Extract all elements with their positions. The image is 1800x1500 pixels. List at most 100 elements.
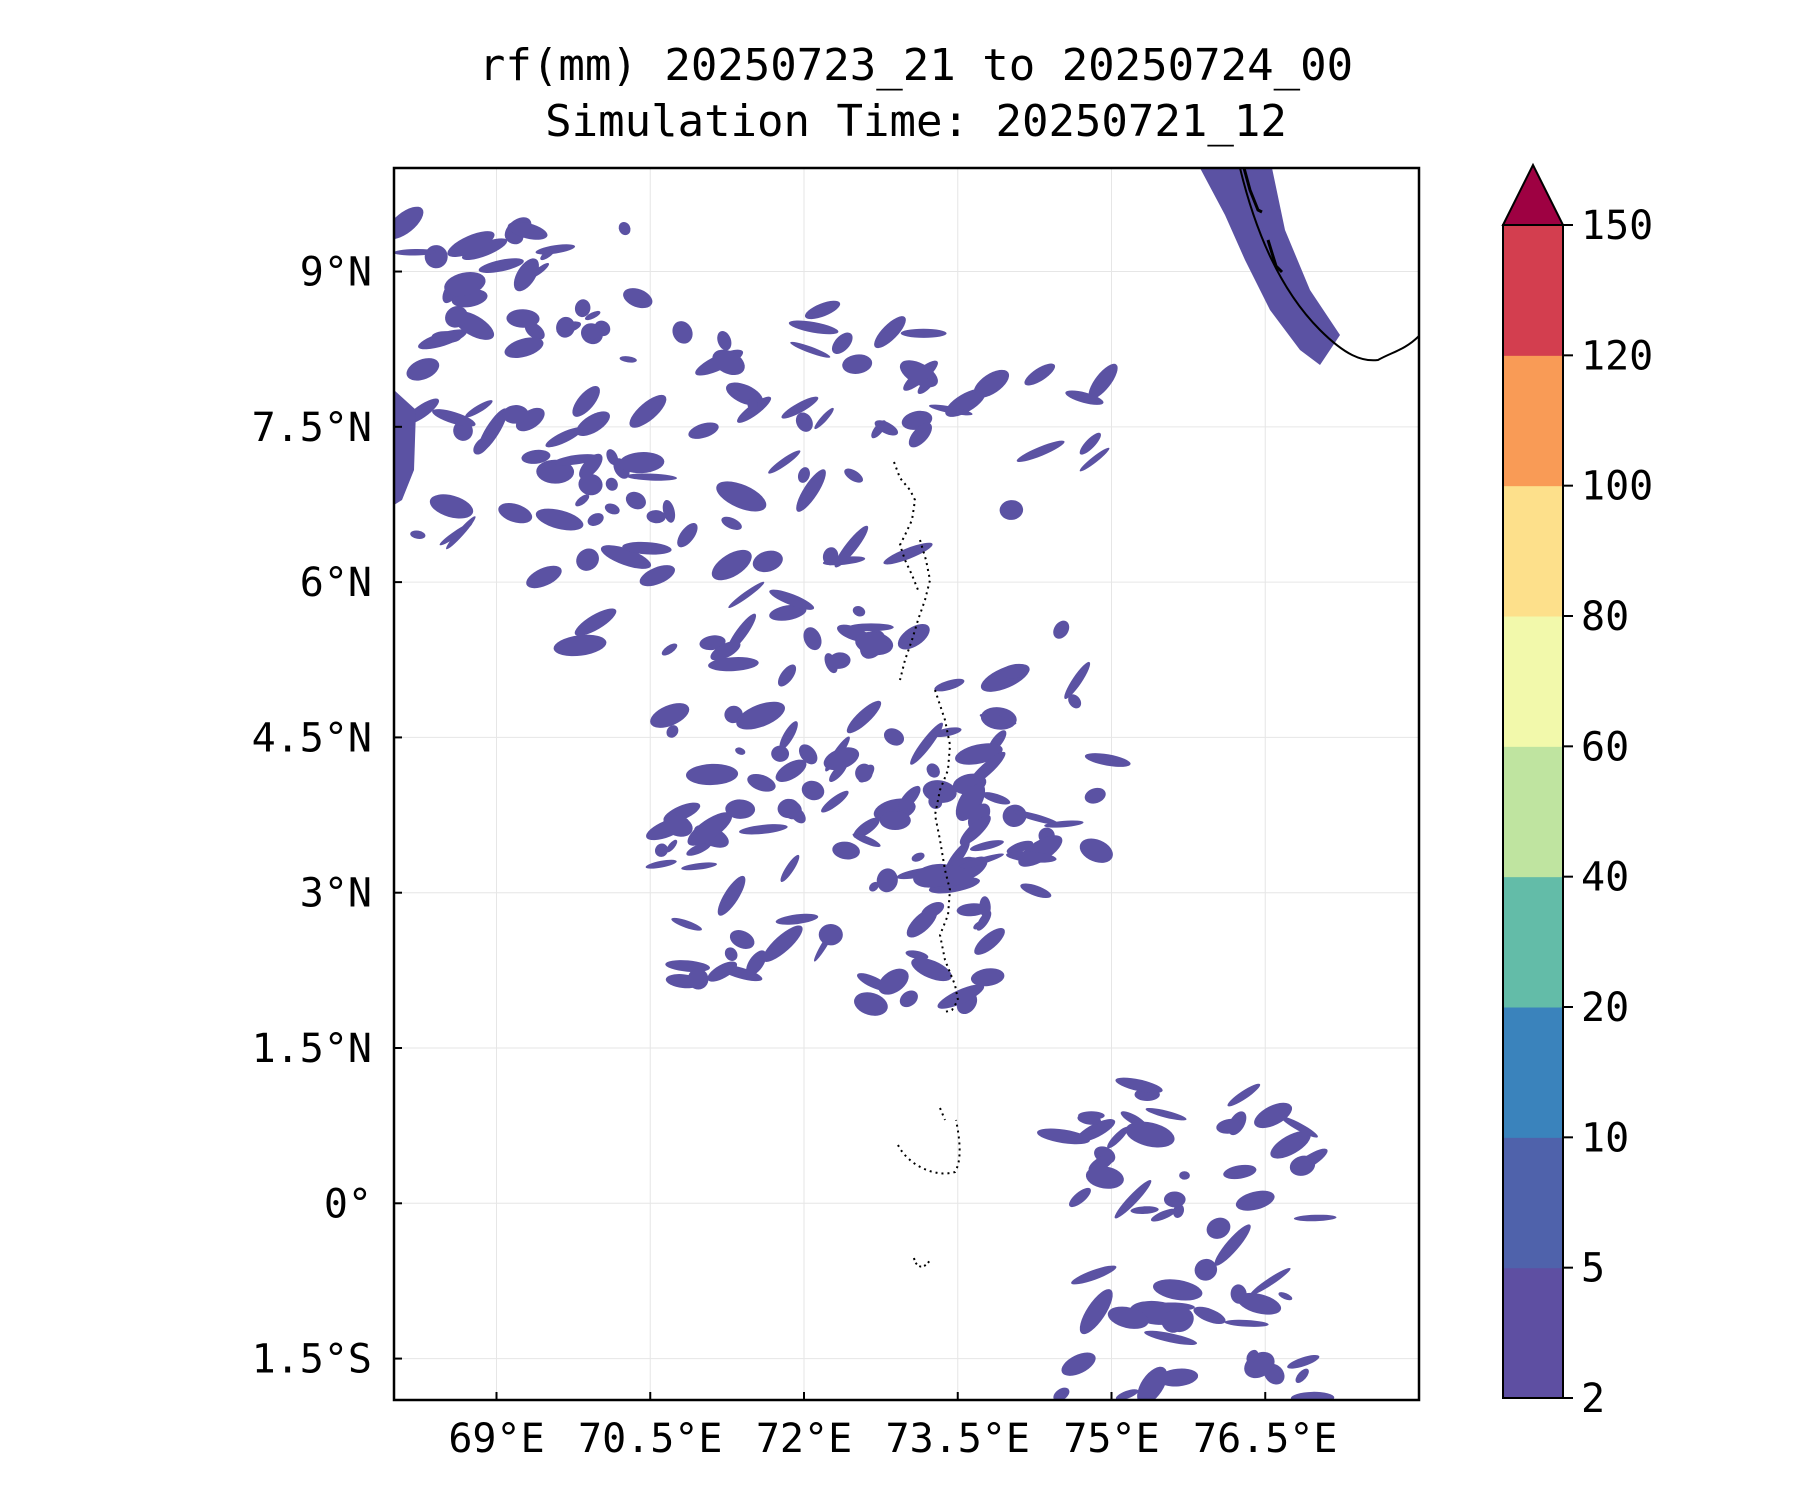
colorbar-bin bbox=[1503, 485, 1563, 617]
rain-patch bbox=[796, 469, 826, 512]
rain-patch bbox=[699, 635, 726, 651]
colorbar-frame bbox=[1502, 224, 1564, 1399]
rain-patch bbox=[725, 799, 756, 819]
rain-patch bbox=[913, 863, 957, 888]
rain-patch bbox=[903, 360, 938, 391]
rain-patch bbox=[926, 763, 940, 778]
rain-patch bbox=[829, 761, 848, 783]
rain-patch bbox=[818, 924, 843, 946]
rain-patch bbox=[724, 947, 738, 961]
lon-tick-label: 72°E bbox=[756, 1416, 852, 1462]
rain-patch bbox=[1153, 1279, 1203, 1301]
rain-patch bbox=[922, 780, 957, 803]
rain-patch bbox=[473, 436, 490, 455]
rain-patch bbox=[666, 839, 678, 853]
rain-patch bbox=[672, 321, 693, 344]
rain-patch bbox=[852, 833, 881, 848]
rain-patch bbox=[710, 640, 741, 661]
lat-tick-label: 0° bbox=[324, 1181, 372, 1227]
rain-patch bbox=[858, 764, 875, 783]
rain-patch bbox=[1085, 1166, 1124, 1189]
rain-patch bbox=[1107, 1306, 1149, 1329]
rain-patch bbox=[803, 627, 822, 651]
rain-patch bbox=[584, 310, 601, 321]
rain-patch bbox=[619, 452, 665, 474]
lon-tick-label: 76.5°E bbox=[1193, 1416, 1338, 1462]
colorbar-label: 100 bbox=[1581, 464, 1653, 510]
map-title: rf(mm) 20250723_21 to 20250724_00 Simula… bbox=[396, 38, 1436, 150]
rain-patch bbox=[604, 503, 620, 515]
rain-patch bbox=[769, 604, 807, 621]
rain-patch bbox=[536, 459, 575, 484]
rain-patch bbox=[507, 221, 548, 240]
rain-patch bbox=[406, 358, 440, 381]
rain-patch bbox=[707, 961, 738, 982]
rain-patch bbox=[1064, 661, 1091, 700]
rain-patch bbox=[432, 409, 476, 427]
rain-patch bbox=[1137, 1366, 1168, 1400]
rain-patch bbox=[1006, 840, 1034, 854]
rain-patch bbox=[967, 751, 1006, 787]
rain-patch bbox=[775, 913, 819, 925]
rain-patch bbox=[729, 930, 755, 949]
rain-patch bbox=[795, 412, 813, 432]
rain-patch bbox=[515, 407, 545, 432]
rain-patch bbox=[1120, 1111, 1147, 1128]
rain-patch bbox=[1150, 1208, 1177, 1222]
rain-patch bbox=[917, 376, 935, 395]
rain-patch bbox=[502, 405, 529, 424]
rain-patch bbox=[876, 868, 898, 893]
rain-patch bbox=[578, 473, 603, 496]
rain-patch bbox=[979, 713, 1017, 725]
colorbar-bin bbox=[1503, 746, 1563, 878]
rain-patch bbox=[429, 494, 474, 519]
rain-patch bbox=[980, 663, 1030, 692]
colorbar-label: 40 bbox=[1581, 855, 1629, 901]
rain-patch bbox=[394, 206, 424, 240]
rain-patch bbox=[1230, 1284, 1247, 1304]
rain-patch bbox=[1079, 838, 1113, 863]
rain-patch bbox=[1173, 1204, 1185, 1218]
rain-patch bbox=[911, 957, 952, 982]
rain-patch bbox=[1065, 390, 1104, 405]
rain-patch bbox=[1077, 1113, 1101, 1125]
colorbar-label: 5 bbox=[1581, 1246, 1605, 1292]
rain-patch bbox=[575, 494, 590, 507]
rain-patch bbox=[779, 721, 798, 750]
rain-patch bbox=[1144, 1330, 1198, 1345]
colorbar-label: 150 bbox=[1581, 203, 1653, 249]
rain-patch bbox=[777, 664, 797, 687]
rain-patch bbox=[687, 812, 733, 846]
rain-patch bbox=[828, 652, 851, 669]
colorbar-bin bbox=[1503, 355, 1563, 487]
rain-patch bbox=[553, 454, 599, 466]
india-inland-detail bbox=[1242, 168, 1284, 274]
rain-patch bbox=[717, 875, 746, 916]
rain-patch bbox=[619, 356, 637, 363]
rain-patch bbox=[513, 258, 539, 292]
rain-patch bbox=[1270, 1131, 1311, 1159]
rain-patch bbox=[1061, 1352, 1096, 1376]
rain-patch bbox=[646, 510, 666, 524]
rain-patch bbox=[1053, 620, 1070, 639]
rain-patch bbox=[711, 549, 752, 581]
rain-patch bbox=[579, 453, 603, 479]
rain-patch bbox=[1024, 363, 1056, 386]
rain-patch bbox=[671, 917, 702, 931]
rain-patch bbox=[1224, 1319, 1269, 1327]
maldives-atolls-outline bbox=[893, 461, 960, 1013]
colorbar-label: 2 bbox=[1581, 1376, 1605, 1422]
colorbar-extend-arrow bbox=[1501, 162, 1565, 226]
rain-patch bbox=[752, 550, 783, 573]
rain-patch bbox=[622, 541, 672, 555]
rain-patch bbox=[600, 545, 652, 569]
colorbar-label: 20 bbox=[1581, 985, 1629, 1031]
rain-patch bbox=[747, 773, 776, 792]
rain-patch bbox=[535, 508, 584, 531]
rain-patch bbox=[1295, 1368, 1309, 1383]
rain-patch bbox=[521, 449, 551, 464]
rain-patch bbox=[1016, 440, 1065, 463]
lat-tick-label: 6°N bbox=[300, 560, 372, 606]
map-frame bbox=[392, 166, 1421, 1402]
